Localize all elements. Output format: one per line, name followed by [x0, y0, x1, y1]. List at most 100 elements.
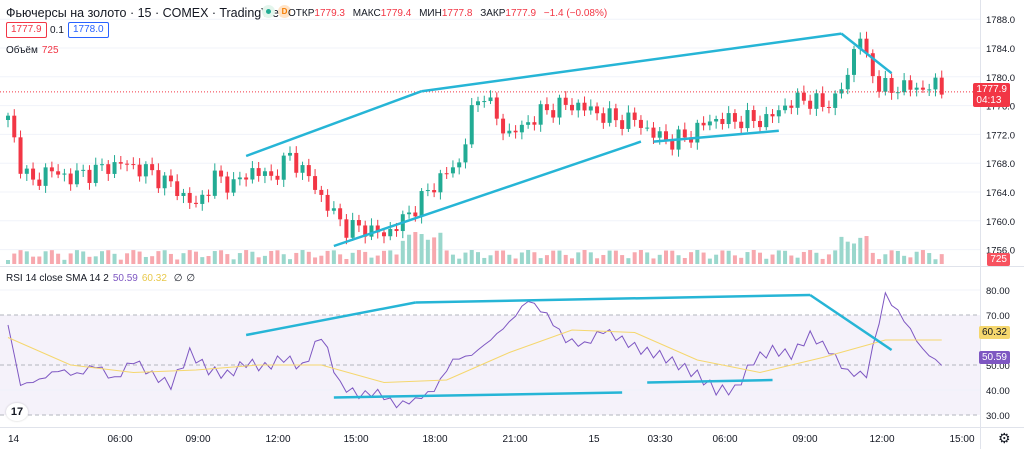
- candle-body: [726, 113, 731, 125]
- candle-body: [62, 173, 67, 175]
- ohlc-readout: ОТКР1779.3 МАКС1779.4 МИН1777.8 ЗАКР1777…: [288, 8, 608, 19]
- price-tick-label: 1768.0: [986, 159, 1015, 170]
- volume-bar: [889, 250, 894, 264]
- candle-body: [864, 38, 869, 54]
- time-tick-label: 12:00: [265, 434, 290, 445]
- volume-bar: [701, 252, 706, 264]
- volume-bar: [106, 250, 111, 264]
- time-tick-label: 09:00: [185, 434, 210, 445]
- candle-body: [664, 131, 668, 141]
- volume-bar: [864, 236, 869, 264]
- delayed-data-icon[interactable]: D: [278, 5, 291, 18]
- volume-bar: [544, 255, 549, 264]
- candle-body: [344, 219, 349, 238]
- sell-price-button[interactable]: 1777.9: [6, 22, 47, 38]
- market-status[interactable]: D: [262, 5, 291, 18]
- volume-bar: [24, 251, 29, 264]
- volume-bar: [81, 251, 86, 264]
- candle-body: [826, 106, 831, 108]
- candle-body: [776, 110, 781, 117]
- candle-body: [275, 175, 280, 180]
- candle-body: [789, 105, 794, 108]
- volume-bar: [745, 252, 750, 264]
- volume-bar: [162, 250, 167, 264]
- volume-bar: [425, 239, 430, 264]
- candle-body: [87, 169, 92, 183]
- candle-body: [68, 173, 73, 185]
- candle-body: [908, 80, 913, 90]
- candle-body: [852, 49, 856, 75]
- candle-body: [181, 192, 186, 196]
- candle-body: [601, 113, 606, 123]
- volume-bar: [56, 253, 61, 264]
- volume-bar: [306, 251, 311, 264]
- candle-body: [720, 118, 725, 125]
- volume-bar: [613, 250, 618, 264]
- volume-bar: [783, 250, 788, 264]
- volume-bar: [62, 259, 67, 264]
- volume-bar: [538, 258, 543, 264]
- rsi-tick-label: 70.00: [986, 311, 1010, 322]
- volume-bar: [776, 250, 781, 264]
- volume-bar: [212, 251, 217, 264]
- volume-bar: [444, 250, 449, 264]
- candle-body: [306, 165, 311, 177]
- candle-body: [350, 220, 355, 238]
- candle-body: [858, 38, 863, 50]
- candle-body: [200, 194, 205, 204]
- candle-body: [143, 164, 148, 177]
- candle-body: [125, 163, 130, 165]
- price-tick-label: 1760.0: [986, 217, 1015, 228]
- time-tick-label: 15:00: [343, 434, 368, 445]
- candle-body: [18, 137, 23, 174]
- candle-body: [801, 92, 806, 101]
- candle-body: [463, 144, 468, 163]
- candle-body: [49, 167, 54, 172]
- candle-body: [375, 225, 380, 233]
- volume-bar: [933, 259, 938, 264]
- candle-body: [56, 171, 61, 175]
- volume-bar: [726, 250, 731, 264]
- price-scale-border: [980, 0, 981, 449]
- volume-bar: [488, 255, 493, 264]
- candle-body: [927, 89, 932, 91]
- volume-bar: [607, 250, 612, 264]
- candle-body: [607, 108, 612, 123]
- candle-body: [81, 169, 86, 171]
- volume-bar: [394, 254, 399, 264]
- volume-badge: 725: [987, 253, 1010, 266]
- candle-body: [112, 162, 117, 174]
- volume-bar: [651, 258, 656, 264]
- volume-bar: [87, 256, 92, 264]
- candle-body: [682, 129, 687, 138]
- time-tick-label: 21:00: [502, 434, 527, 445]
- candle-body: [714, 118, 719, 122]
- volume-bar: [507, 254, 512, 264]
- volume-legend[interactable]: Объём 725: [6, 45, 59, 56]
- candle-body: [356, 220, 361, 226]
- volume-bar: [244, 250, 249, 264]
- candle-body: [388, 229, 393, 237]
- market-open-icon[interactable]: [262, 5, 275, 18]
- gear-icon[interactable]: ⚙: [998, 430, 1011, 446]
- candle-body: [43, 167, 48, 186]
- volume-bar: [100, 251, 104, 264]
- candle-body: [933, 77, 938, 90]
- candle-body: [300, 165, 305, 173]
- time-tick-label: 06:00: [107, 434, 132, 445]
- candle-body: [156, 170, 161, 189]
- rsi-trendline: [647, 378, 773, 384]
- candle-body: [231, 179, 236, 193]
- candle-body: [532, 122, 537, 125]
- volume-bar: [664, 250, 668, 264]
- rsi-legend[interactable]: RSI 14 close SMA 14 2 50.59 60.32 ∅ ∅: [6, 273, 196, 284]
- volume-bar: [275, 250, 280, 264]
- tradingview-logo[interactable]: 17: [6, 403, 28, 421]
- buy-price-button[interactable]: 1778.0: [68, 22, 109, 38]
- candle-body: [394, 229, 399, 232]
- volume-bar: [375, 255, 380, 264]
- volume-bar: [400, 240, 405, 264]
- candle-body: [689, 137, 694, 143]
- volume-bar: [883, 254, 888, 264]
